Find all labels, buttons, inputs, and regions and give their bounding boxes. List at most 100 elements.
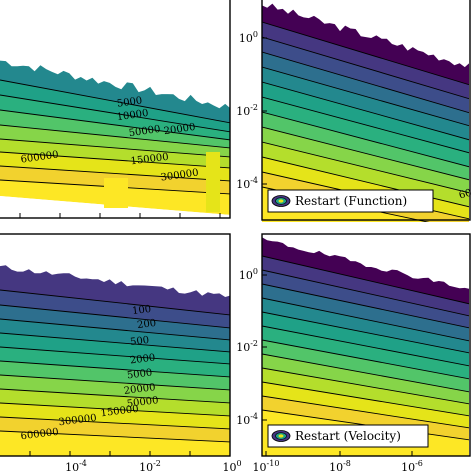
contour-band — [0, 319, 230, 352]
contour-line — [0, 304, 230, 329]
contour-band — [262, 67, 469, 140]
contour-line — [262, 111, 469, 168]
contour-line — [262, 255, 469, 305]
contour-line — [262, 395, 469, 429]
contour-line — [262, 297, 469, 342]
contour-band — [0, 389, 230, 416]
contour-line — [0, 79, 230, 124]
contour-band — [0, 431, 230, 456]
contour-line — [262, 126, 469, 181]
contour-fill — [262, 3, 469, 222]
contour-band — [0, 403, 230, 429]
contour-label: 600000 — [20, 149, 59, 165]
contour-line — [0, 124, 230, 149]
y-tick-label: 10-2 — [236, 339, 258, 354]
contour-label: 150000 — [130, 152, 169, 168]
contour-label: 300000 — [58, 413, 97, 429]
contour-band — [262, 237, 469, 304]
contour-line — [0, 388, 230, 404]
contour-band — [262, 22, 469, 99]
contour-fill — [0, 265, 230, 456]
contour-label: 5000 — [126, 368, 153, 382]
contour-line — [262, 141, 469, 194]
contour-label: 50000 — [126, 395, 159, 410]
contour-label: 50000 — [128, 124, 161, 139]
contour-notch — [104, 178, 128, 208]
x-tick-label: 10-10 — [253, 459, 280, 474]
contour-line — [262, 269, 469, 317]
contour-line — [262, 283, 469, 329]
contour-band — [262, 3, 469, 85]
contour-band — [262, 256, 469, 316]
legend: Restart (Velocity) — [267, 424, 429, 448]
contour-band — [262, 354, 469, 404]
legend-swatch-core — [278, 434, 284, 438]
y-tick-label: 10-4 — [236, 176, 258, 191]
contour-label: 60 — [458, 188, 473, 202]
contour-line — [0, 402, 230, 417]
contour-band — [0, 375, 230, 403]
contour-band — [262, 340, 469, 392]
legend: Restart (Function) — [267, 189, 434, 213]
contour-label: 20000 — [163, 122, 196, 137]
contour-label: 20000 — [123, 382, 156, 397]
blank-region — [0, 196, 231, 222]
contour-line — [0, 94, 230, 133]
y-tick-label: 100 — [239, 30, 258, 45]
contour-band — [262, 82, 469, 153]
panel-bottom-left: 1002005002000500020000500001500003000006… — [0, 233, 242, 474]
contour-line — [0, 151, 230, 169]
contour-band — [262, 284, 469, 341]
contour-label: 100 — [132, 304, 152, 317]
contour-band — [0, 417, 230, 442]
contour-line — [262, 96, 469, 154]
contour-line — [262, 367, 469, 405]
axes-frame — [0, 233, 231, 457]
contour-band — [0, 125, 230, 157]
contour-fill — [0, 60, 230, 215]
contour-band — [0, 347, 230, 377]
contour-line — [262, 21, 469, 86]
contour-label: 10000 — [116, 108, 149, 123]
contour-line — [262, 81, 469, 141]
contour-line — [262, 339, 469, 380]
panel-top-right: 100 10-2 10-4 60 Restart (Function) — [236, 0, 473, 222]
contour-band — [262, 298, 469, 353]
legend-box — [267, 189, 434, 213]
contour-band — [262, 368, 469, 416]
panel-bottom-right: 100 10-2 10-4 10-10 10-8 10-6 Restart (Velocit… — [236, 233, 471, 474]
contour-label: 200 — [137, 318, 157, 331]
x-tick-label: 100 — [222, 459, 241, 474]
contour-line — [262, 66, 469, 127]
contour-label: 500 — [130, 335, 150, 348]
contour-band — [0, 110, 230, 148]
contour-line — [262, 51, 469, 114]
contour-band — [262, 37, 469, 113]
contour-label: 150000 — [100, 404, 139, 420]
contour-band — [262, 127, 469, 193]
contour-band — [262, 382, 469, 428]
x-tick-label: 10-4 — [65, 459, 87, 474]
y-tick-label: 100 — [239, 267, 258, 282]
contour-line — [0, 138, 230, 158]
contour-band — [0, 333, 230, 364]
contour-line — [262, 381, 469, 417]
contour-line — [262, 325, 469, 367]
contour-line — [0, 346, 230, 365]
legend-swatch-core — [278, 199, 284, 203]
contour-band — [262, 52, 469, 126]
contour-band — [0, 139, 230, 168]
contour-label: 300000 — [160, 167, 199, 183]
axes-frame — [261, 233, 471, 457]
contour-band — [262, 112, 469, 180]
y-tick-label: 10-2 — [236, 103, 258, 118]
x-tick-label: 10-6 — [401, 459, 423, 474]
contour-band — [262, 97, 469, 167]
contour-band — [0, 95, 230, 140]
contour-line — [0, 416, 230, 430]
contour-band — [0, 265, 230, 315]
contour-line — [262, 353, 469, 393]
legend-box — [267, 424, 429, 448]
